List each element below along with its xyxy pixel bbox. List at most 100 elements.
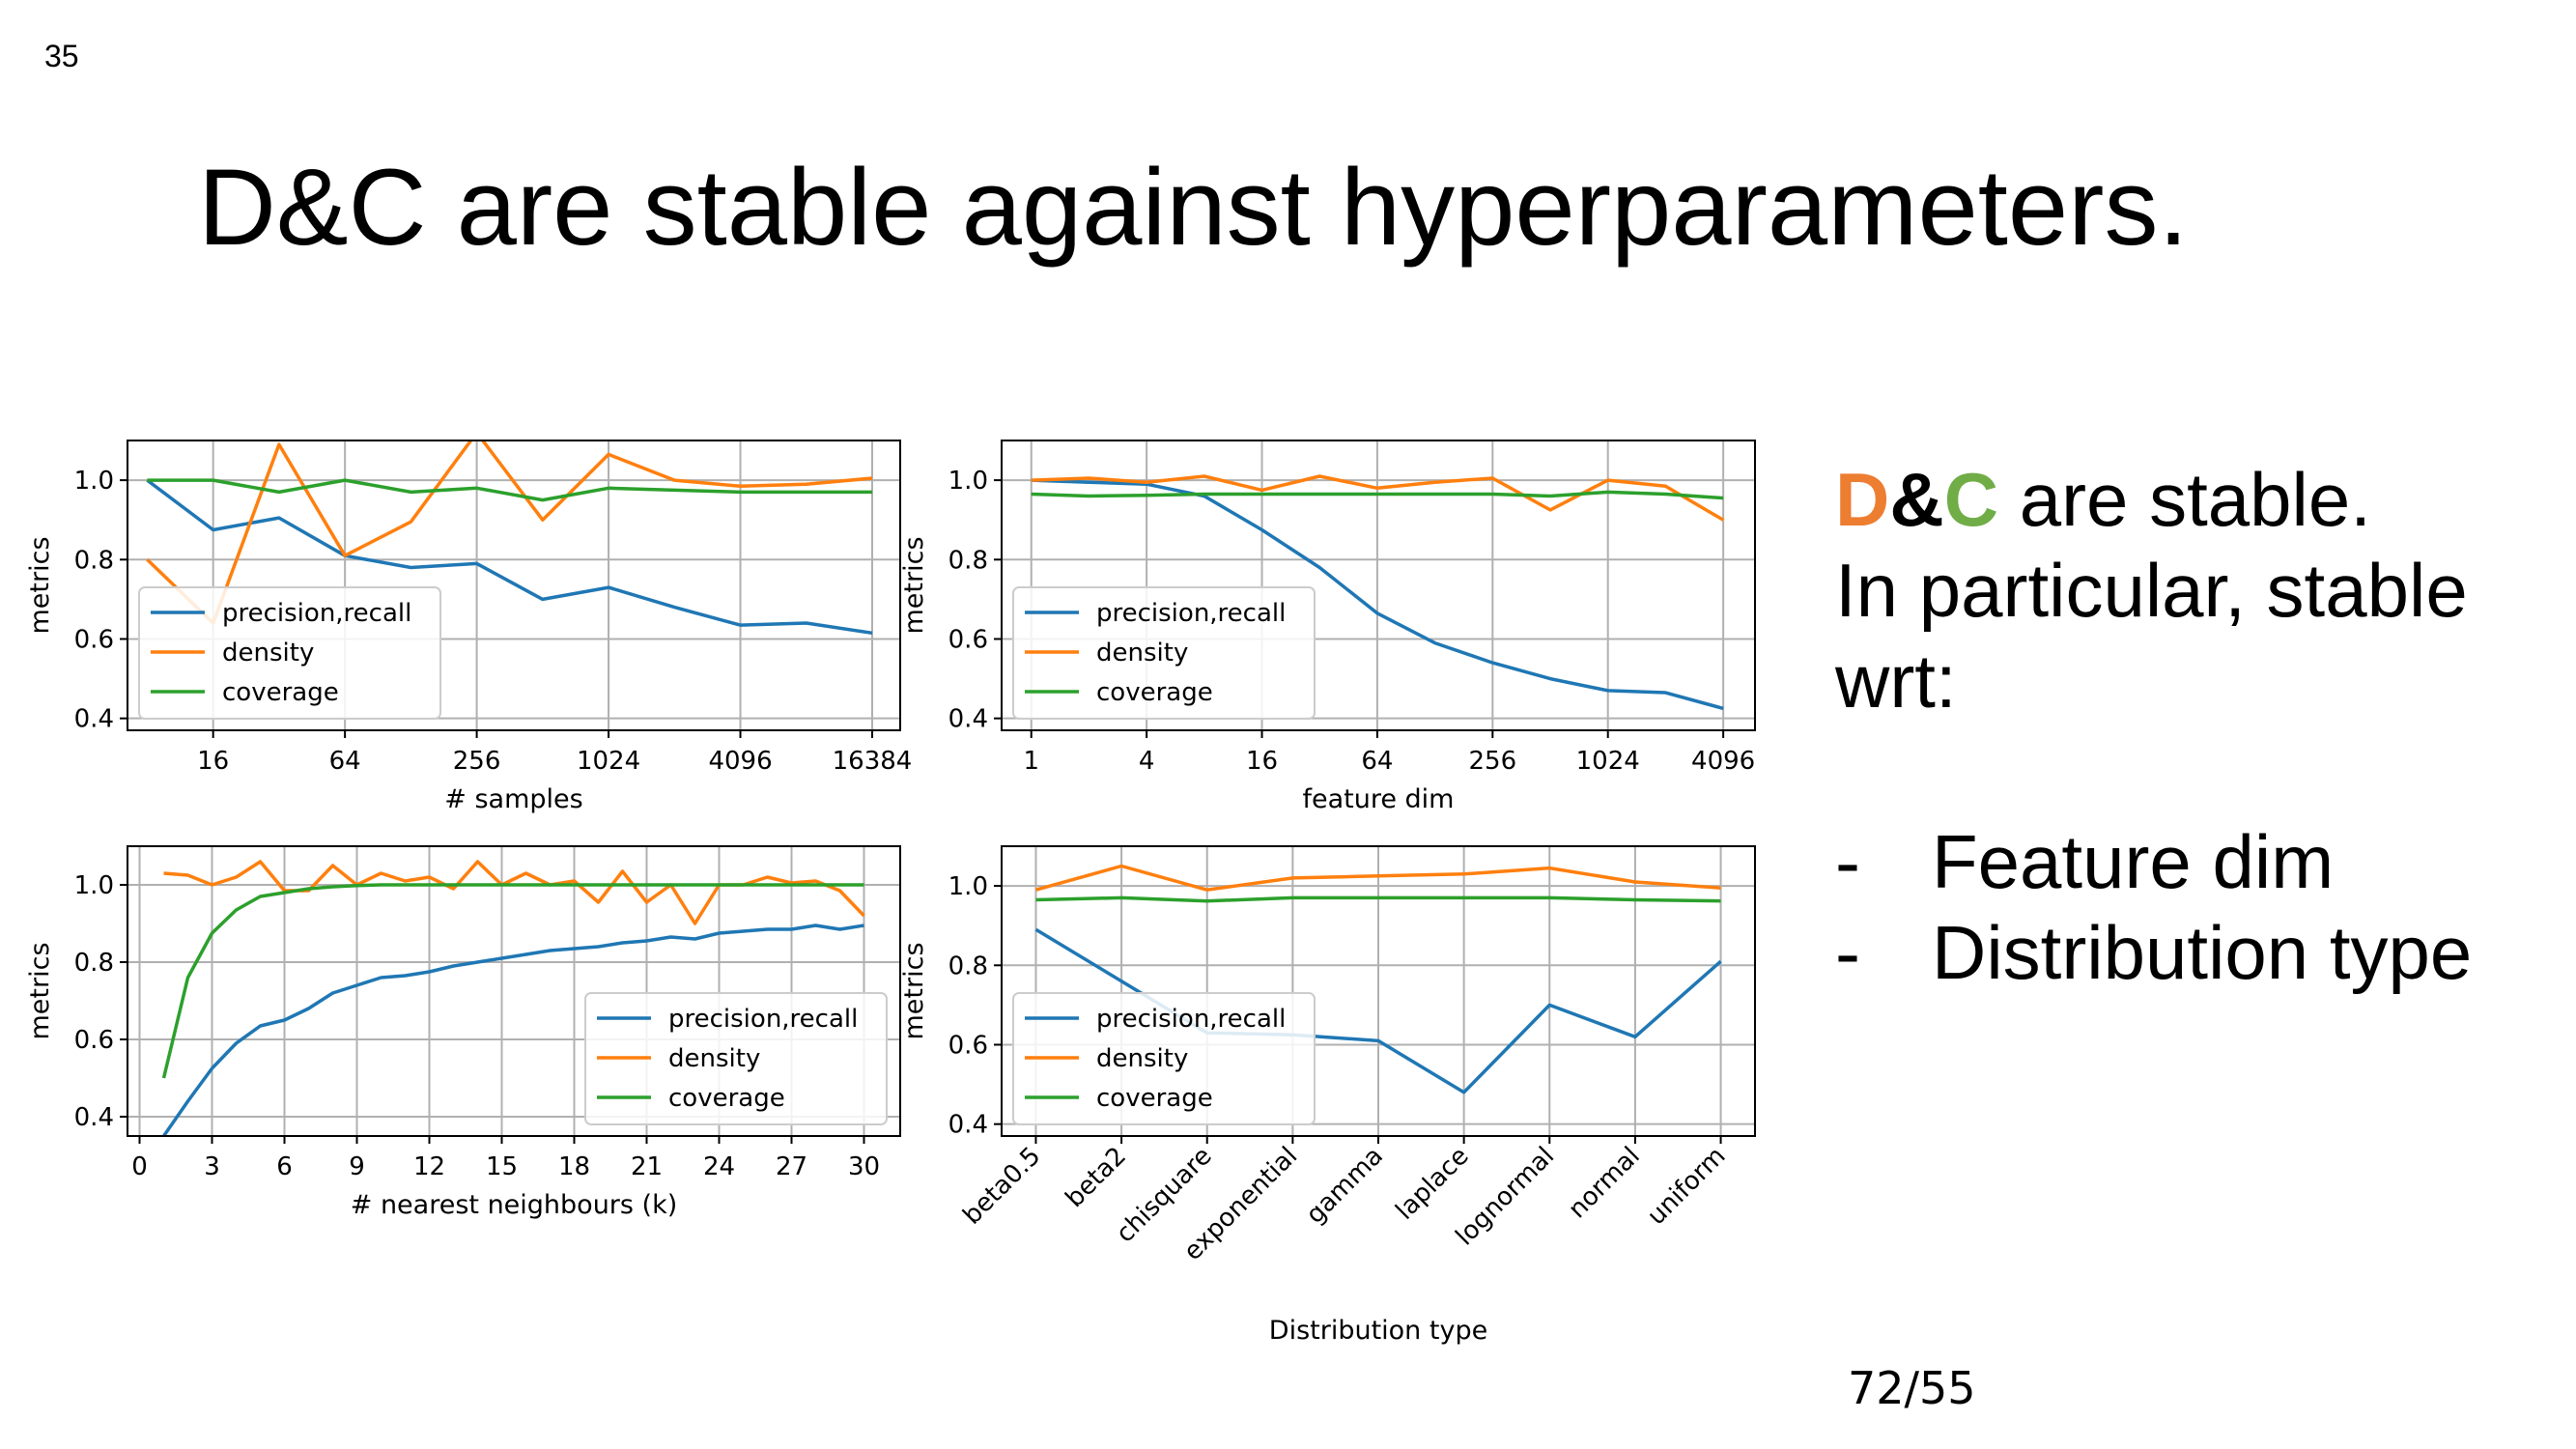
chart-feature-dim: 1 4 16 64 256 1024 4096 0.4 0.6 0.8 1.0 feature dim… <box>893 430 1763 826</box>
legend-box <box>138 586 441 720</box>
x-tick-label: 1024 <box>1576 747 1640 776</box>
series-line <box>1035 864 1721 892</box>
plot-frame <box>127 440 901 731</box>
y-axis-label: metrics <box>25 536 55 634</box>
legend-box <box>1012 586 1316 720</box>
x-tick-label: 16 <box>1246 747 1278 776</box>
legend-label: density <box>1096 1044 1188 1073</box>
y-axis-label: metrics <box>899 536 929 634</box>
series-line <box>146 478 873 636</box>
series-line <box>1031 490 1724 500</box>
y-tick-label: 0.4 <box>948 705 988 734</box>
x-tick-label: beta2 <box>1061 1142 1132 1213</box>
y-tick-label: 0.6 <box>74 1026 114 1055</box>
x-tick-label: laplace <box>1391 1142 1475 1226</box>
bullet-distribution-type: - Distribution type <box>1835 907 2472 998</box>
x-tick-label: 30 <box>848 1152 880 1181</box>
x-tick-label: 1024 <box>577 747 640 776</box>
series-line <box>163 860 865 925</box>
legend-label: density <box>222 639 314 668</box>
x-tick-label: 27 <box>776 1152 807 1181</box>
y-tick-label: 0.6 <box>948 625 988 654</box>
series-line <box>162 923 864 1136</box>
side-line-1: D&C are stable. <box>1835 454 2468 545</box>
x-tick-label: 4096 <box>1691 747 1755 776</box>
legend-label: coverage <box>1096 1084 1213 1113</box>
bullet-text: Distribution type <box>1932 910 2473 995</box>
letter-d: D <box>1835 457 1890 542</box>
x-tick-label: 1 <box>1023 747 1039 776</box>
bullet-feature-dim: - Feature dim <box>1835 816 2334 907</box>
x-tick-label: 15 <box>486 1152 518 1181</box>
plot-frame <box>1001 440 1756 731</box>
y-tick-label: 1.0 <box>948 872 988 901</box>
chart-svg: 16 64 256 1024 4096 16384 0.4 0.6 0.8 1.0 # sample… <box>25 440 912 814</box>
x-tick-label: 16 <box>197 747 229 776</box>
series-line <box>1035 895 1721 903</box>
side-line-2: In particular, stable <box>1835 548 2468 633</box>
y-tick-label: 1.0 <box>948 467 988 496</box>
legend-label: density <box>668 1044 760 1073</box>
series-line <box>1031 474 1724 522</box>
series-line <box>1031 478 1724 711</box>
y-tick-label: 0.6 <box>74 625 114 654</box>
legend-label: density <box>1096 639 1188 668</box>
x-tick-label: uniform <box>1642 1142 1731 1231</box>
chart-samples: 16 64 256 1024 4096 16384 0.4 0.6 0.8 1.0 # sample… <box>19 430 912 826</box>
y-axis-label: metrics <box>899 942 929 1039</box>
x-tick-label: 4096 <box>708 747 772 776</box>
x-tick-label: 9 <box>349 1152 365 1181</box>
legend-label: precision,recall <box>1096 1005 1286 1034</box>
x-tick-label: 3 <box>204 1152 220 1181</box>
x-tick-label: 18 <box>558 1152 590 1181</box>
x-axis-label: # nearest neighbours (k) <box>351 1190 678 1220</box>
letter-c: C <box>1943 457 1999 542</box>
chart-distribution-type: beta0.5 beta2 chisquare exponential gamma lap… <box>893 836 1763 1357</box>
x-tick-label: 6 <box>276 1152 293 1181</box>
legend-label: precision,recall <box>222 599 411 628</box>
side-line-1-rest: are stable. <box>1998 457 2371 542</box>
y-tick-label: 0.6 <box>948 1031 988 1060</box>
y-axis-label: metrics <box>25 942 55 1039</box>
y-tick-label: 0.8 <box>948 546 988 575</box>
bullet-dash: - <box>1835 819 1860 904</box>
x-tick-label: beta0.5 <box>957 1142 1046 1231</box>
legend-label: coverage <box>668 1084 785 1113</box>
y-tick-label: 0.4 <box>948 1111 988 1140</box>
x-tick-label: normal <box>1563 1142 1646 1225</box>
legend-label: precision,recall <box>668 1005 858 1034</box>
y-tick-label: 0.8 <box>74 949 114 978</box>
bullet-dash: - <box>1835 910 1860 995</box>
y-tick-label: 1.0 <box>74 467 114 496</box>
series-line <box>147 478 872 502</box>
y-tick-label: 1.0 <box>74 871 114 900</box>
series-line <box>146 440 873 625</box>
side-line-3: wrt: <box>1835 639 1957 724</box>
plot-frame <box>127 845 901 1137</box>
x-axis-label: # samples <box>444 784 582 814</box>
slide-number: 35 <box>44 39 79 73</box>
x-tick-label: 256 <box>1469 747 1517 776</box>
x-tick-label: 4 <box>1139 747 1155 776</box>
chart-svg: 0 3 6 9 12 15 18 21 24 27 30 0.4 0.6 0.8 1.0 # nearest … <box>25 845 901 1220</box>
page-counter: 72/55 <box>1848 1362 1976 1414</box>
side-text: D&C are stable. In particular, stable wr… <box>1835 454 2468 726</box>
x-axis-label: Distribution type <box>1269 1316 1487 1346</box>
y-tick-label: 0.4 <box>74 1103 114 1132</box>
x-tick-label: 64 <box>329 747 361 776</box>
legend-box <box>1012 992 1316 1125</box>
x-tick-label: gamma <box>1301 1142 1389 1230</box>
chart-nearest-neighbours: 0 3 6 9 12 15 18 21 24 27 30 0.4 0.6 0.8 1.0 # nearest … <box>19 836 908 1261</box>
legend-label: coverage <box>222 678 339 707</box>
y-tick-label: 0.8 <box>948 952 988 980</box>
x-tick-label: 64 <box>1361 747 1393 776</box>
x-tick-label: 12 <box>413 1152 445 1181</box>
x-tick-label: 21 <box>631 1152 663 1181</box>
chart-svg: 1 4 16 64 256 1024 4096 0.4 0.6 0.8 1.0 feature dim… <box>899 440 1756 814</box>
x-tick-label: 0 <box>131 1152 148 1181</box>
legend-box <box>584 992 888 1125</box>
legend-label: coverage <box>1096 678 1213 707</box>
x-tick-label: 16384 <box>833 747 913 776</box>
slide-title: D&C are stable against hyperparameters. <box>198 147 2189 268</box>
ampersand: & <box>1889 457 1944 542</box>
